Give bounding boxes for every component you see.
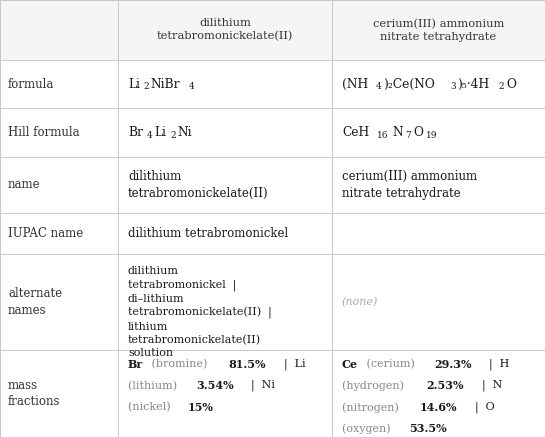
Text: Hill formula: Hill formula [8, 126, 80, 139]
Text: CeH: CeH [342, 126, 370, 139]
Text: 3.54%: 3.54% [196, 380, 233, 391]
Text: Ce: Ce [342, 358, 358, 370]
Text: 2: 2 [499, 82, 505, 91]
Text: Li: Li [155, 126, 167, 139]
Text: cerium(III) ammonium
nitrate tetrahydrate: cerium(III) ammonium nitrate tetrahydrat… [373, 18, 504, 42]
Text: )₂Ce(NO: )₂Ce(NO [383, 77, 435, 90]
Bar [118, 0, 332, 60]
Text: Br: Br [128, 126, 143, 139]
Text: 3: 3 [450, 82, 456, 91]
Text: (nitrogen): (nitrogen) [342, 402, 402, 413]
Text: |  Li: | Li [277, 358, 306, 370]
Text: (nickel): (nickel) [128, 402, 174, 413]
Text: dilithium tetrabromonickel: dilithium tetrabromonickel [128, 227, 288, 240]
Text: O: O [506, 77, 516, 90]
Text: (bromine): (bromine) [148, 359, 210, 369]
Text: dilithium
tetrabromonickel  |
di–lithium
tetrabromonickelate(II)  |
lithium
tetr: dilithium tetrabromonickel | di–lithium … [128, 266, 272, 358]
Text: Li: Li [128, 77, 140, 90]
Text: 2: 2 [143, 82, 149, 91]
Text: formula: formula [8, 77, 54, 90]
Text: IUPAC name: IUPAC name [8, 227, 83, 240]
Text: dilithium
tetrabromonickelate(II): dilithium tetrabromonickelate(II) [157, 18, 293, 42]
Text: |  O: | O [468, 402, 495, 413]
Text: )₅·4H: )₅·4H [457, 77, 489, 90]
Text: name: name [8, 178, 41, 191]
Bar [0, 0, 118, 60]
Text: (NH: (NH [342, 77, 368, 90]
Text: (hydrogen): (hydrogen) [342, 380, 408, 391]
Text: O: O [413, 126, 423, 139]
Text: |  Ni: | Ni [245, 380, 275, 392]
Text: (cerium): (cerium) [362, 359, 418, 369]
Text: 2.53%: 2.53% [427, 380, 464, 391]
Text: |  H: | H [482, 358, 510, 370]
Text: N: N [392, 126, 403, 139]
Text: 2: 2 [170, 131, 175, 140]
Text: cerium(III) ammonium
nitrate tetrahydrate: cerium(III) ammonium nitrate tetrahydrat… [342, 170, 477, 200]
Text: 4: 4 [189, 82, 195, 91]
Text: 4: 4 [376, 82, 381, 91]
Text: (oxygen): (oxygen) [342, 423, 394, 434]
Text: alternate
names: alternate names [8, 287, 62, 317]
Text: 7: 7 [405, 131, 411, 140]
Text: (lithium): (lithium) [128, 381, 180, 391]
Text: 29.3%: 29.3% [434, 358, 471, 370]
Text: |  N: | N [475, 380, 502, 392]
Text: dilithium
tetrabromonickelate(II): dilithium tetrabromonickelate(II) [128, 170, 269, 200]
Text: 4: 4 [147, 131, 153, 140]
Text: 14.6%: 14.6% [420, 402, 457, 413]
Text: 19: 19 [426, 131, 438, 140]
Text: 15%: 15% [187, 402, 214, 413]
Text: Ni: Ni [177, 126, 192, 139]
Text: 81.5%: 81.5% [229, 358, 267, 370]
Text: 53.5%: 53.5% [409, 423, 447, 434]
Bar [332, 0, 545, 60]
Text: 16: 16 [377, 131, 389, 140]
Text: mass
fractions: mass fractions [8, 379, 60, 408]
Text: Br: Br [128, 358, 143, 370]
Text: NiBr: NiBr [151, 77, 180, 90]
Text: (none): (none) [342, 297, 378, 307]
